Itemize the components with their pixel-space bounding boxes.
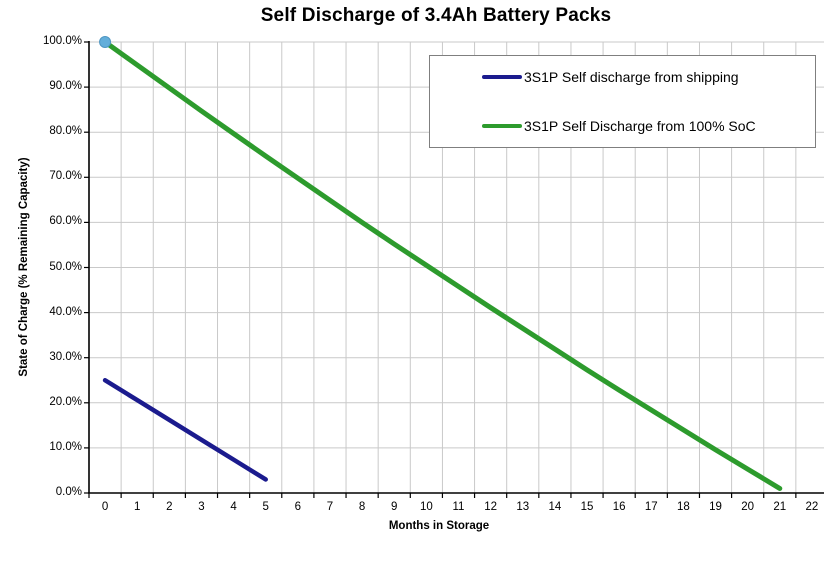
legend-entry-shipping: 3S1P Self discharge from shipping: [482, 69, 739, 85]
legend: 3S1P Self discharge from shipping 3S1P S…: [429, 55, 816, 148]
legend-label: 3S1P Self discharge from shipping: [524, 69, 739, 85]
series-line: [102, 39, 783, 491]
legend-swatch-green-line: [482, 124, 522, 128]
series-line: [102, 378, 268, 482]
chart-title: Self Discharge of 3.4Ah Battery Packs: [260, 5, 612, 26]
x-axis-title: Months in Storage: [388, 520, 490, 532]
legend-entry-100soc: 3S1P Self Discharge from 100% SoC: [482, 118, 756, 134]
legend-label: 3S1P Self Discharge from 100% SoC: [524, 118, 756, 134]
data-point-marker: [99, 36, 112, 48]
legend-swatch-navy-line: [482, 75, 522, 79]
y-axis-title: State of Charge (% Remaining Capacity): [18, 157, 30, 377]
